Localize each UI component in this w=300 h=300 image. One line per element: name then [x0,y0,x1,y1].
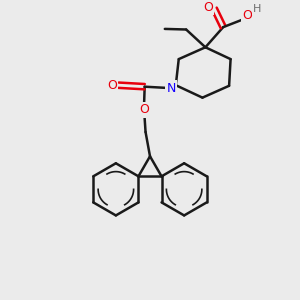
Text: O: O [242,9,252,22]
Text: O: O [139,103,149,116]
Text: O: O [203,1,213,14]
Text: H: H [254,4,262,14]
Text: O: O [107,79,117,92]
Text: N: N [167,82,176,95]
